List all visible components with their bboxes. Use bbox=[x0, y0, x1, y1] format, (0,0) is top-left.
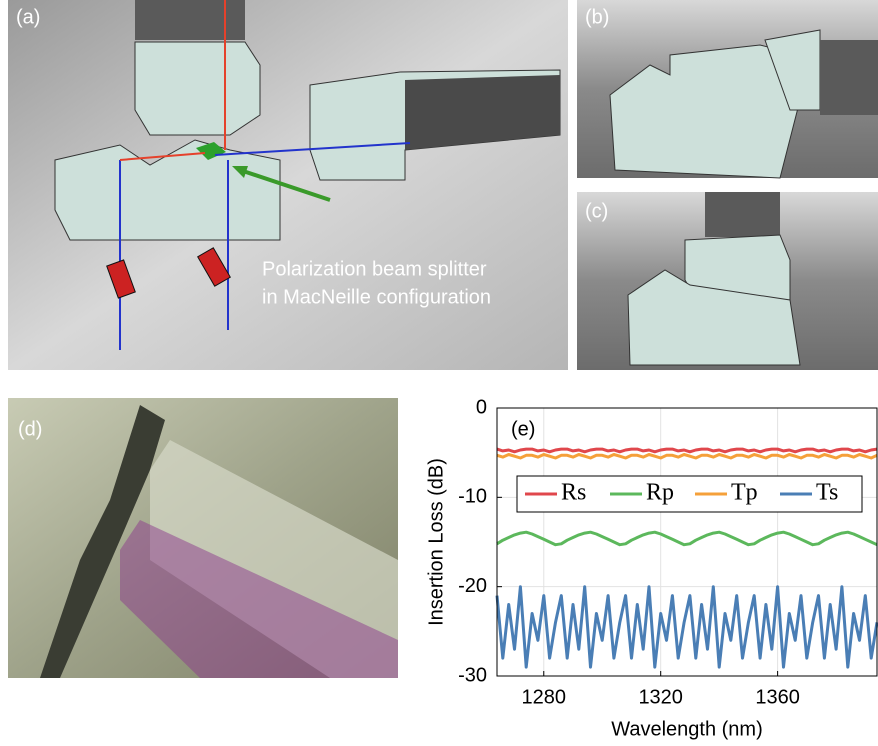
panel-c: (c) bbox=[577, 192, 878, 370]
panel-label: (d) bbox=[18, 418, 42, 440]
panel-b: (b) bbox=[577, 0, 878, 178]
y-tick-label: -20 bbox=[458, 575, 487, 597]
x-tick-label: 1320 bbox=[638, 686, 683, 708]
panel-d: (d) bbox=[8, 398, 398, 678]
panel-label: (b) bbox=[585, 6, 609, 28]
y-tick-label: -10 bbox=[458, 486, 487, 508]
x-tick-label: 1280 bbox=[522, 686, 567, 708]
x-tick-label: 1360 bbox=[755, 686, 800, 708]
legend-label: Ts bbox=[816, 480, 838, 506]
y-tick-label: 0 bbox=[476, 396, 487, 418]
annotation: Polarization beam splitter bbox=[262, 258, 487, 280]
y-axis-label: Insertion Loss (dB) bbox=[425, 458, 447, 626]
panel-label: (e) bbox=[511, 418, 535, 440]
y-tick-label: -30 bbox=[458, 664, 487, 686]
legend-label: Tp bbox=[731, 480, 758, 506]
panel-label: (a) bbox=[16, 6, 40, 28]
figure: (a) Polarization beam splitter in MacNei… bbox=[0, 0, 878, 746]
panel-label: (c) bbox=[585, 200, 608, 222]
legend-label: Rp bbox=[646, 480, 674, 506]
panel-a: (a) Polarization beam splitter in MacNei… bbox=[8, 0, 568, 370]
legend-label: Rs bbox=[561, 480, 586, 506]
series-line bbox=[497, 449, 877, 452]
x-axis-label: Wavelength (nm) bbox=[611, 718, 763, 740]
annotation: in MacNeille configuration bbox=[262, 286, 491, 308]
